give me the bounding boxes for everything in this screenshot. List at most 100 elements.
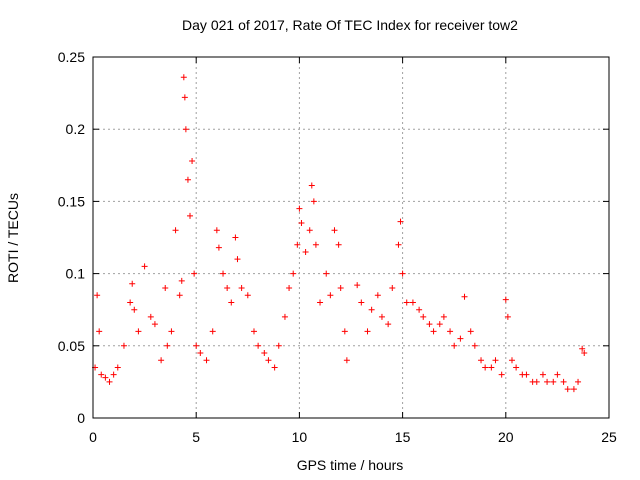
data-point [96, 328, 103, 335]
data-point [560, 378, 567, 385]
y-axis-label: ROTI / TECUs [5, 193, 21, 283]
data-point [539, 371, 546, 378]
x-tick-label: 20 [498, 429, 514, 445]
data-point [440, 313, 447, 320]
data-point [447, 328, 454, 335]
data-point [523, 371, 530, 378]
data-point [498, 371, 505, 378]
data-point [457, 335, 464, 342]
data-point [232, 234, 239, 241]
data-point [389, 285, 396, 292]
data-point [478, 357, 485, 364]
data-point [114, 364, 121, 371]
data-point [191, 270, 198, 277]
data-point [331, 227, 338, 234]
data-point [502, 296, 509, 303]
data-point [261, 350, 268, 357]
data-point [378, 313, 385, 320]
data-point [176, 292, 183, 299]
x-tick-label: 0 [89, 429, 97, 445]
data-point [220, 270, 227, 277]
axis-ticks: 0 5 10 15 20 25 0 0.05 0.1 0.15 0.2 0.25 [58, 49, 617, 445]
chart-title: Day 021 of 2017, Rate Of TEC Index for r… [182, 17, 518, 33]
data-point [281, 313, 288, 320]
data-point [181, 94, 188, 101]
data-point [271, 364, 278, 371]
data-point [364, 328, 371, 335]
data-point [335, 241, 342, 248]
data-point [436, 321, 443, 328]
data-point [420, 313, 427, 320]
data-point [409, 299, 416, 306]
y-tick-label: 0.2 [66, 121, 86, 137]
data-point [564, 386, 571, 393]
data-point [141, 263, 148, 270]
data-point [581, 350, 588, 357]
data-point [255, 342, 262, 349]
data-point [213, 227, 220, 234]
data-point [513, 364, 520, 371]
data-point [358, 299, 365, 306]
data-point [310, 198, 317, 205]
data-point [482, 364, 489, 371]
data-point [554, 371, 561, 378]
data-point [374, 292, 381, 299]
data-point [492, 357, 499, 364]
data-point [94, 292, 101, 299]
data-point [533, 378, 540, 385]
data-point [189, 157, 196, 164]
x-axis-label: GPS time / hours [297, 457, 404, 473]
data-point [147, 313, 154, 320]
data-point [302, 248, 309, 255]
data-point [102, 374, 109, 381]
data-point [416, 306, 423, 313]
data-point [298, 220, 305, 227]
data-point [120, 342, 127, 349]
data-point [203, 357, 210, 364]
y-tick-label: 0.05 [58, 338, 85, 354]
data-point [250, 328, 257, 335]
data-point [323, 270, 330, 277]
data-point [238, 285, 245, 292]
data-point [275, 342, 282, 349]
data-point [209, 328, 216, 335]
data-point [312, 241, 319, 248]
data-point [294, 241, 301, 248]
y-tick-label: 0.25 [58, 49, 85, 65]
data-point [127, 299, 134, 306]
data-point [430, 328, 437, 335]
data-point [98, 371, 105, 378]
data-point [164, 342, 171, 349]
data-point [187, 212, 194, 219]
data-point [224, 285, 231, 292]
data-point [385, 321, 392, 328]
data-point [180, 74, 187, 81]
data-point [135, 328, 142, 335]
data-point [306, 227, 313, 234]
grid-layer [93, 57, 609, 418]
x-tick-label: 5 [192, 429, 200, 445]
data-point [397, 218, 404, 225]
data-point [327, 292, 334, 299]
data-point [471, 342, 478, 349]
data-point [244, 292, 251, 299]
x-tick-label: 10 [292, 429, 308, 445]
data-point [488, 364, 495, 371]
data-point [228, 299, 235, 306]
plot-frame [92, 56, 610, 419]
data-point [131, 306, 138, 313]
data-point [162, 285, 169, 292]
data-point [308, 182, 315, 189]
data-points [92, 74, 588, 393]
data-point [197, 350, 204, 357]
data-point [451, 342, 458, 349]
data-point [110, 371, 117, 378]
data-point [178, 277, 185, 284]
data-point [151, 321, 158, 328]
data-point [461, 293, 468, 300]
data-point [570, 386, 577, 393]
data-point [182, 126, 189, 133]
data-point [395, 241, 402, 248]
data-point [317, 299, 324, 306]
